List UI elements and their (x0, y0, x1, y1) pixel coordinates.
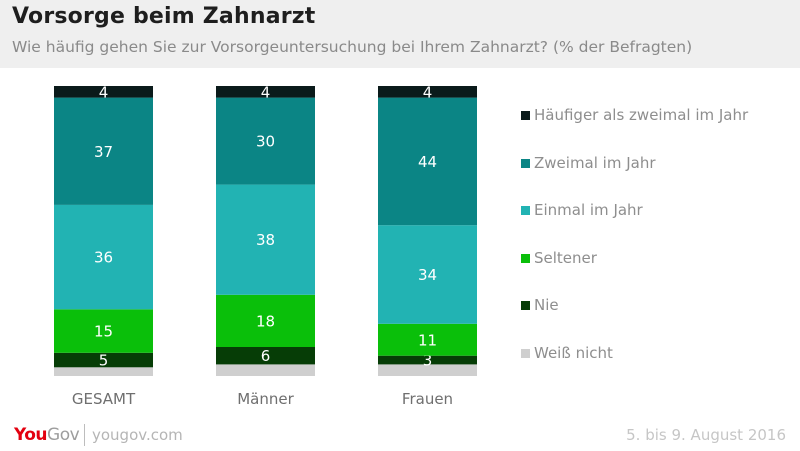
value-label: 6 (261, 347, 271, 365)
value-label: 3 (423, 352, 433, 370)
bar-group-manner: 6 18 38 30 4 (216, 83, 315, 376)
chart-subtitle: Wie häufig gehen Sie zur Vorsorgeuntersu… (12, 38, 693, 56)
bar-segment-weiss-nicht (54, 367, 153, 376)
yougov-logo: YouGov (14, 425, 80, 445)
value-label: 15 (94, 323, 113, 341)
logo-gov: Gov (47, 425, 80, 445)
header-band: Vorsorge beim Zahnarzt Wie häufig gehen … (0, 0, 800, 68)
value-label: 44 (418, 153, 437, 171)
chart-title: Vorsorge beim Zahnarzt (12, 4, 316, 29)
bar-segment-zweimal-im-jahr (216, 97, 315, 185)
bar-segment-einmal-im-jahr (216, 184, 315, 295)
legend-swatch (521, 158, 530, 168)
bar-segment-einmal-im-jahr (54, 204, 153, 310)
footer-divider (84, 424, 85, 446)
legend-label: Einmal im Jahr (534, 201, 643, 219)
legend-label: Seltener (534, 248, 597, 267)
value-label: 5 (99, 352, 109, 370)
value-label: 30 (256, 133, 275, 151)
bar-segment-zweimal-im-jahr (378, 97, 477, 226)
value-label: 4 (261, 83, 271, 101)
footer-url: yougov.com (92, 426, 183, 444)
legend-label: Häufiger als zweimal im Jahr (534, 106, 749, 124)
value-label: 34 (418, 266, 437, 284)
survey-date: 5. bis 9. August 2016 (626, 426, 786, 444)
bar-segment-haufiger-als-zweimal-im-jahr (54, 86, 153, 98)
bar-segment-nie (216, 347, 315, 365)
value-label: 38 (256, 231, 275, 249)
value-label: 37 (94, 143, 113, 161)
legend-swatch (521, 301, 530, 310)
bar-segment-weiss-nicht (216, 364, 315, 376)
value-label: 4 (423, 83, 433, 101)
legend-label: Zweimal im Jahr (534, 153, 656, 172)
legend-swatch (521, 253, 530, 263)
legend-label: Weiß nicht (534, 343, 613, 362)
bar-segment-zweimal-im-jahr (54, 97, 153, 205)
value-label: 4 (99, 83, 109, 101)
legend-swatch (521, 206, 530, 215)
value-label: 11 (418, 331, 437, 349)
category-label: Frauen (402, 390, 453, 408)
bar-segment-einmal-im-jahr (378, 225, 477, 324)
legend-swatch (521, 348, 530, 358)
legend-swatch (521, 111, 530, 120)
bar-group-gesamt: 5 15 36 37 4 (54, 83, 153, 376)
value-label: 18 (256, 312, 275, 330)
logo-you: You (14, 425, 48, 445)
bar-segment-weiss-nicht (378, 364, 477, 376)
legend-label: Nie (534, 296, 559, 314)
bar-segment-seltener (216, 294, 315, 347)
bar-segment-nie (54, 352, 153, 368)
category-label: GESAMT (72, 390, 136, 408)
bar-segment-nie (378, 355, 477, 365)
value-label: 36 (94, 249, 113, 267)
bar-segment-haufiger-als-zweimal-im-jahr (378, 86, 477, 98)
bar-segment-seltener (54, 309, 153, 353)
category-label: Männer (237, 390, 294, 408)
bar-segment-haufiger-als-zweimal-im-jahr (216, 86, 315, 98)
bar-segment-seltener (378, 323, 477, 356)
